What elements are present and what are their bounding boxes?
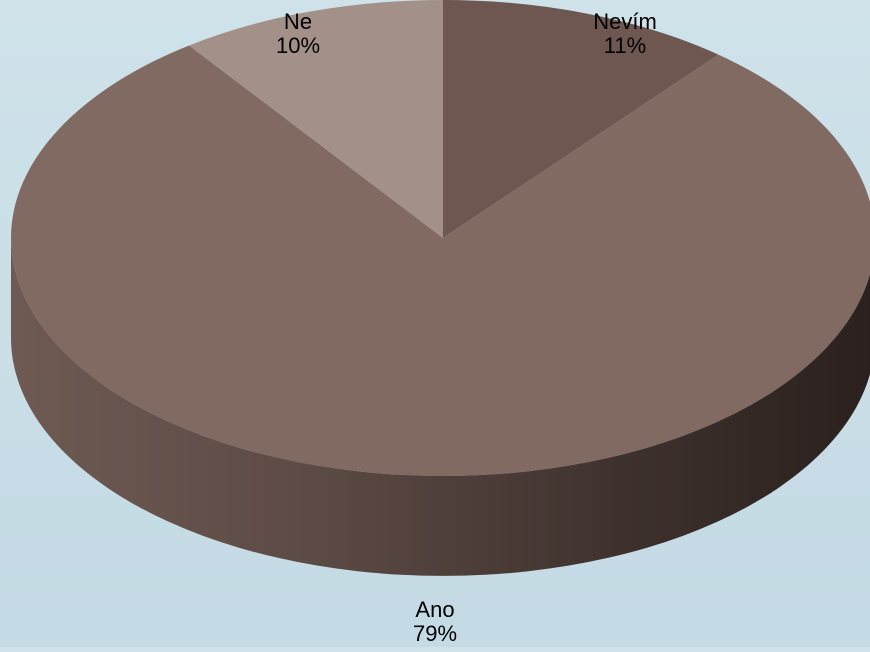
- pie-slice-ano: [11, 45, 870, 476]
- slice-name: Nevím: [593, 9, 657, 34]
- slice-percent: 10%: [275, 33, 321, 58]
- pie-slice-nevim: [443, 0, 719, 238]
- slice-label-ne: Ne 10%: [276, 10, 320, 58]
- pie-slice-ne: [189, 0, 443, 238]
- pie-side-wall: [11, 238, 870, 576]
- slice-percent: 11%: [603, 33, 647, 58]
- slice-label-nevim: Nevím 11%: [593, 10, 657, 58]
- slice-name: Ano: [415, 597, 455, 622]
- slice-percent: 79%: [412, 621, 458, 646]
- slice-name: Ne: [283, 9, 313, 34]
- slice-label-ano: Ano 79%: [413, 598, 457, 646]
- pie-side-surface: [11, 238, 870, 576]
- pie-top: [11, 0, 870, 476]
